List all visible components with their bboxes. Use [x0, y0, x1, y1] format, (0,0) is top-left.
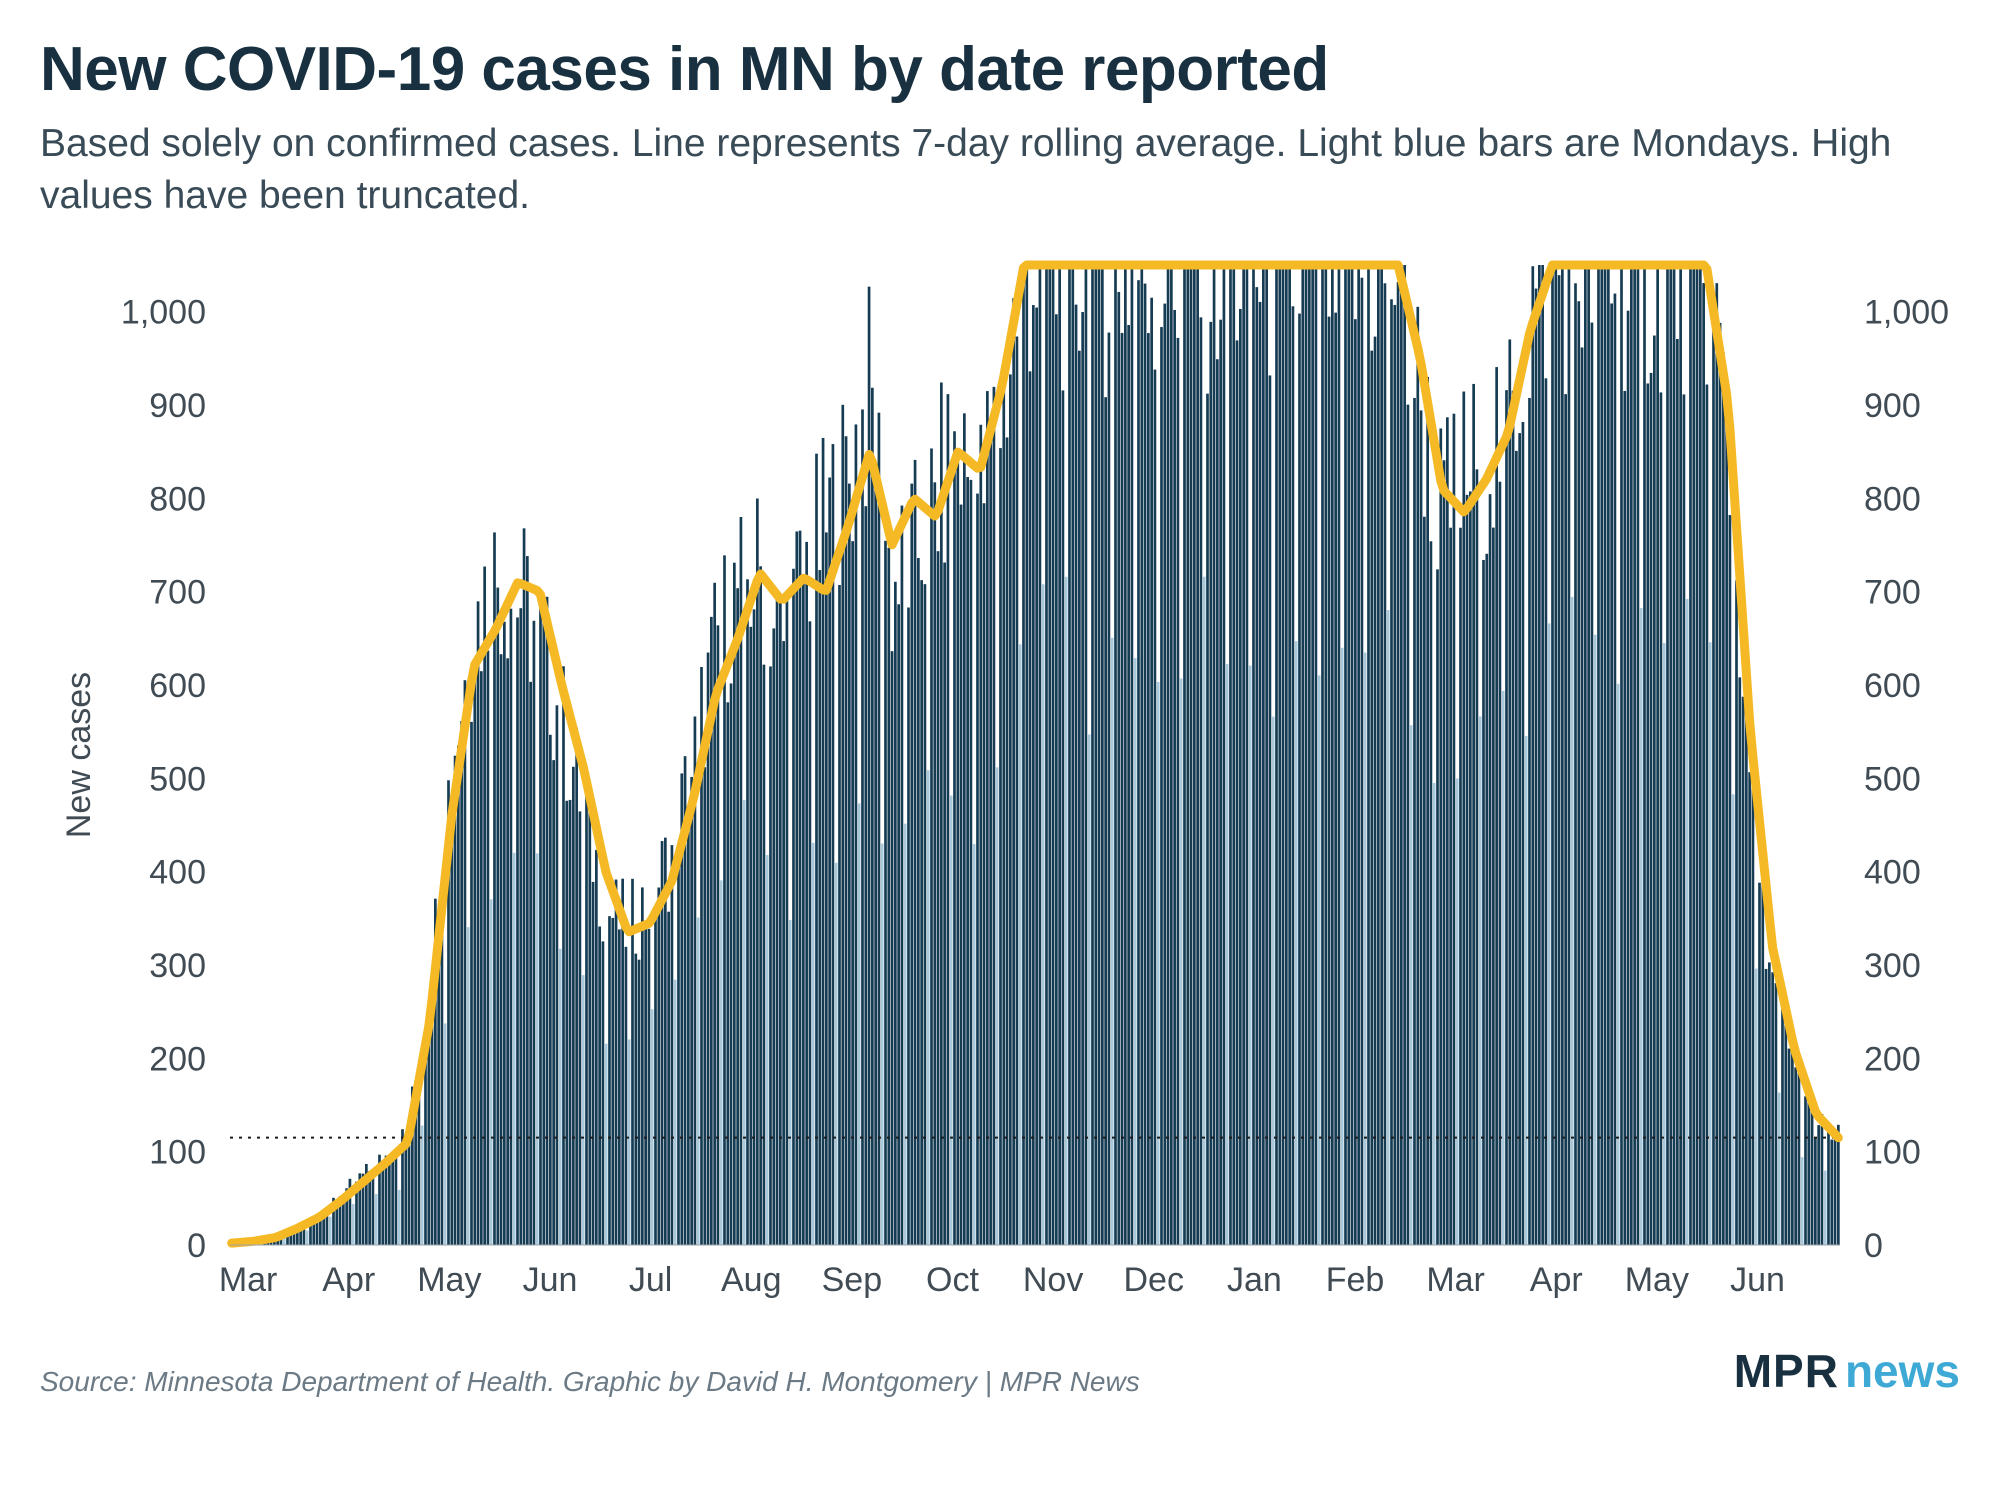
svg-text:500: 500: [149, 760, 206, 798]
svg-text:200: 200: [1864, 1040, 1921, 1078]
svg-text:Jun: Jun: [523, 1261, 578, 1299]
svg-text:Mar: Mar: [219, 1261, 278, 1299]
svg-text:0: 0: [1864, 1227, 1883, 1265]
svg-text:800: 800: [1864, 480, 1921, 518]
chart-title: New COVID-19 cases in MN by date reporte…: [40, 36, 1960, 104]
covid-cases-chart: 0 0 100 100 200 200 300 300 400 400 500 500 600 600 70…: [40, 245, 1960, 1325]
svg-text:Nov: Nov: [1023, 1261, 1083, 1299]
svg-text:300: 300: [1864, 947, 1921, 985]
svg-text:May: May: [1625, 1261, 1689, 1299]
svg-text:Dec: Dec: [1124, 1261, 1184, 1299]
svg-text:400: 400: [149, 854, 206, 892]
svg-text:Oct: Oct: [926, 1261, 979, 1299]
svg-text:600: 600: [149, 667, 206, 705]
logo-news: news: [1845, 1344, 1960, 1398]
logo-mpr: MPR: [1734, 1344, 1839, 1398]
svg-text:Aug: Aug: [721, 1261, 782, 1299]
svg-text:Jul: Jul: [629, 1261, 672, 1299]
source-line: Source: Minnesota Department of Health. …: [40, 1366, 1140, 1398]
svg-text:100: 100: [149, 1134, 206, 1172]
svg-text:200: 200: [149, 1040, 206, 1078]
svg-text:400: 400: [1864, 854, 1921, 892]
svg-text:700: 700: [1864, 574, 1921, 612]
chart-subtitle: Based solely on confirmed cases. Line re…: [40, 118, 1960, 221]
svg-text:May: May: [417, 1261, 481, 1299]
svg-text:Apr: Apr: [1530, 1261, 1583, 1299]
svg-text:900: 900: [149, 387, 206, 425]
mpr-news-logo: MPRnews: [1734, 1344, 1960, 1398]
svg-text:Feb: Feb: [1326, 1261, 1385, 1299]
svg-text:500: 500: [1864, 760, 1921, 798]
svg-text:Mar: Mar: [1426, 1261, 1485, 1299]
svg-text:1,000: 1,000: [1864, 294, 1949, 332]
svg-text:100: 100: [1864, 1134, 1921, 1172]
svg-text:900: 900: [1864, 387, 1921, 425]
svg-text:800: 800: [149, 480, 206, 518]
svg-text:700: 700: [149, 574, 206, 612]
svg-text:0: 0: [187, 1227, 206, 1265]
chart-container: 0 0 100 100 200 200 300 300 400 400 500 500 600 600 70…: [40, 245, 1960, 1330]
svg-text:Jan: Jan: [1227, 1261, 1282, 1299]
svg-text:Apr: Apr: [322, 1261, 375, 1299]
svg-text:600: 600: [1864, 667, 1921, 705]
svg-text:New cases: New cases: [60, 672, 98, 838]
svg-text:Sep: Sep: [822, 1261, 883, 1299]
svg-text:1,000: 1,000: [121, 294, 206, 332]
svg-text:300: 300: [149, 947, 206, 985]
svg-text:Jun: Jun: [1730, 1261, 1785, 1299]
